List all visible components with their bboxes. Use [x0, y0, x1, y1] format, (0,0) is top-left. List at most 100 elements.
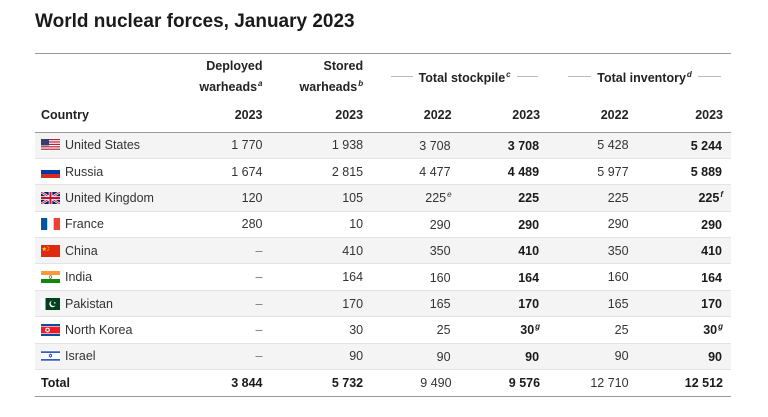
stockpile-2023-cell: 30g [459, 316, 549, 344]
inventory-2023-value: 5 244 [690, 138, 722, 153]
inventory-2023-value: 290 [701, 217, 722, 232]
stockpile-2023-value: 225 [518, 191, 540, 206]
stockpile-2023-cell: 290 [459, 211, 549, 239]
stockpile-2022-value: 90 [436, 349, 451, 364]
inventory-2023-cell: 410 [636, 237, 731, 265]
deployed-cell: – [199, 316, 271, 344]
stockpile-2023-cell: 4 489 [459, 158, 549, 186]
table-row: United States 1 770 1 938 3 708 3 708 5 428 5 … [35, 132, 731, 159]
table-row: India –164 160 164 160 164 [35, 263, 731, 291]
footnote-c: c [506, 70, 511, 79]
stockpile-2023-value: 90 [525, 349, 540, 364]
header-total-inventory-label: Total inventory [597, 71, 686, 85]
table-row: China –410 350 410 350 410 [35, 237, 731, 265]
page-title: World nuclear forces, January 2023 [35, 11, 355, 32]
france-flag-icon [41, 218, 60, 231]
stockpile-2022-value: 4 477 [419, 165, 451, 180]
inventory-2023-value: 90 [708, 349, 722, 364]
deployed-cell: – [199, 237, 271, 265]
divider-line [516, 76, 539, 77]
inventory-2022-cell: 5 977 [548, 158, 637, 186]
israel-flag-icon [40, 350, 61, 363]
stockpile-2022-value: 3 708 [419, 138, 451, 153]
header-deployed-line2: warheads [199, 80, 258, 94]
russia-flag-icon [40, 165, 61, 178]
footnote-marker: g [718, 322, 723, 332]
inventory-2023-cell: 30g [636, 316, 731, 344]
stored-cell: 2 815 [270, 158, 372, 186]
stockpile-2023-value: 290 [518, 217, 540, 232]
divider-line [697, 76, 721, 77]
country-cell: North Korea [35, 316, 200, 344]
inventory-2023-cell: 290 [636, 211, 731, 239]
stockpile-2023-cell: 170 [459, 290, 549, 318]
stockpile-2023-cell: 410 [459, 237, 549, 265]
stored-cell: 10 [270, 211, 372, 239]
uk-flag-icon [40, 190, 61, 205]
header-year: 2022 [371, 99, 460, 133]
stockpile-2022-value: 225 [425, 191, 447, 206]
stockpile-2022-cell: 290 [371, 211, 460, 239]
country-cell: Pakistan [35, 290, 200, 318]
country-name: United Kingdom [65, 190, 154, 205]
country-name: Pakistan [65, 296, 113, 311]
header-year: 2023 [636, 99, 731, 133]
inventory-2023-value: 30 [703, 323, 718, 338]
country-cell: United States [35, 132, 200, 159]
inventory-2023-value: 410 [701, 244, 722, 259]
header-deployed-line1: Deployed [206, 59, 263, 73]
footnote-d: d [686, 70, 692, 79]
table-row: France 280 10 290 290 290 290 [35, 211, 731, 239]
header-stored-line2: warheads [299, 80, 358, 94]
country-name: North Korea [65, 322, 133, 337]
stored-cell: 1 938 [270, 132, 372, 159]
header-country: Country [35, 99, 200, 133]
inventory-2022-cell: 160 [548, 263, 637, 291]
stockpile-2023-cell: 164 [459, 263, 549, 291]
footnote-a: a [258, 79, 263, 88]
header-year: 2023 [199, 99, 271, 133]
inventory-2023-cell: 5 889 [636, 158, 731, 186]
inventory-2023-cell: 170 [636, 290, 731, 318]
stockpile-2023-value: 3 708 [507, 138, 540, 153]
stockpile-2022-cell: 350 [371, 237, 460, 265]
stored-cell: 410 [270, 237, 372, 265]
stockpile-2022-cell: 160 [371, 263, 460, 291]
footnote-marker: g [535, 322, 541, 332]
country-name: Russia [65, 164, 104, 179]
stockpile-2022-cell: 4 477 [371, 158, 460, 186]
stored-cell: 164 [270, 263, 372, 291]
footnote-marker: f [720, 190, 723, 200]
total-deployed: 3 844 [199, 369, 271, 398]
inventory-2022-cell: 25 [548, 316, 637, 344]
deployed-cell: 1 770 [199, 132, 271, 159]
inventory-2023-value: 164 [701, 270, 722, 285]
deployed-cell: 1 674 [199, 158, 271, 186]
footnote-marker: e [447, 190, 452, 200]
country-cell: Russia [35, 158, 200, 186]
total-row: Total 3 844 5 732 9 490 9 576 12 710 12 … [35, 369, 731, 398]
table-row: North Korea –30 25 30g 25 30g [35, 316, 731, 344]
inventory-2023-value: 225 [698, 191, 720, 206]
table-row: Israel –90 90 90 90 90 [35, 343, 731, 371]
country-cell: Israel [35, 343, 200, 371]
stored-cell: 90 [270, 343, 372, 371]
stockpile-2022-value: 350 [429, 244, 451, 259]
stockpile-2022-cell: 165 [371, 290, 460, 318]
divider-line [391, 76, 413, 77]
inventory-2023-cell: 90 [636, 343, 731, 371]
stockpile-2023-value: 30 [520, 323, 535, 338]
inventory-2022-cell: 90 [548, 343, 637, 371]
stockpile-2023-cell: 225 [459, 184, 549, 212]
header-year: 2023 [270, 99, 372, 133]
header-total-stockpile-label: Total stockpile [418, 71, 506, 85]
india-flag-icon [41, 271, 60, 284]
header-deployed-warheads: Deployed warheadsa [199, 54, 270, 99]
table-row: Russia 1 674 2 815 4 477 4 489 5 977 5 889 [35, 158, 731, 186]
stockpile-2023-value: 410 [518, 244, 540, 259]
divider-line [568, 76, 592, 77]
country-name: Israel [65, 349, 96, 364]
total-inventory-2022: 12 710 [548, 369, 637, 398]
stockpile-2022-cell: 25 [371, 316, 460, 344]
nuclear-forces-table-container: Deployed warheadsa Stored warheadsb Tota… [35, 53, 731, 398]
